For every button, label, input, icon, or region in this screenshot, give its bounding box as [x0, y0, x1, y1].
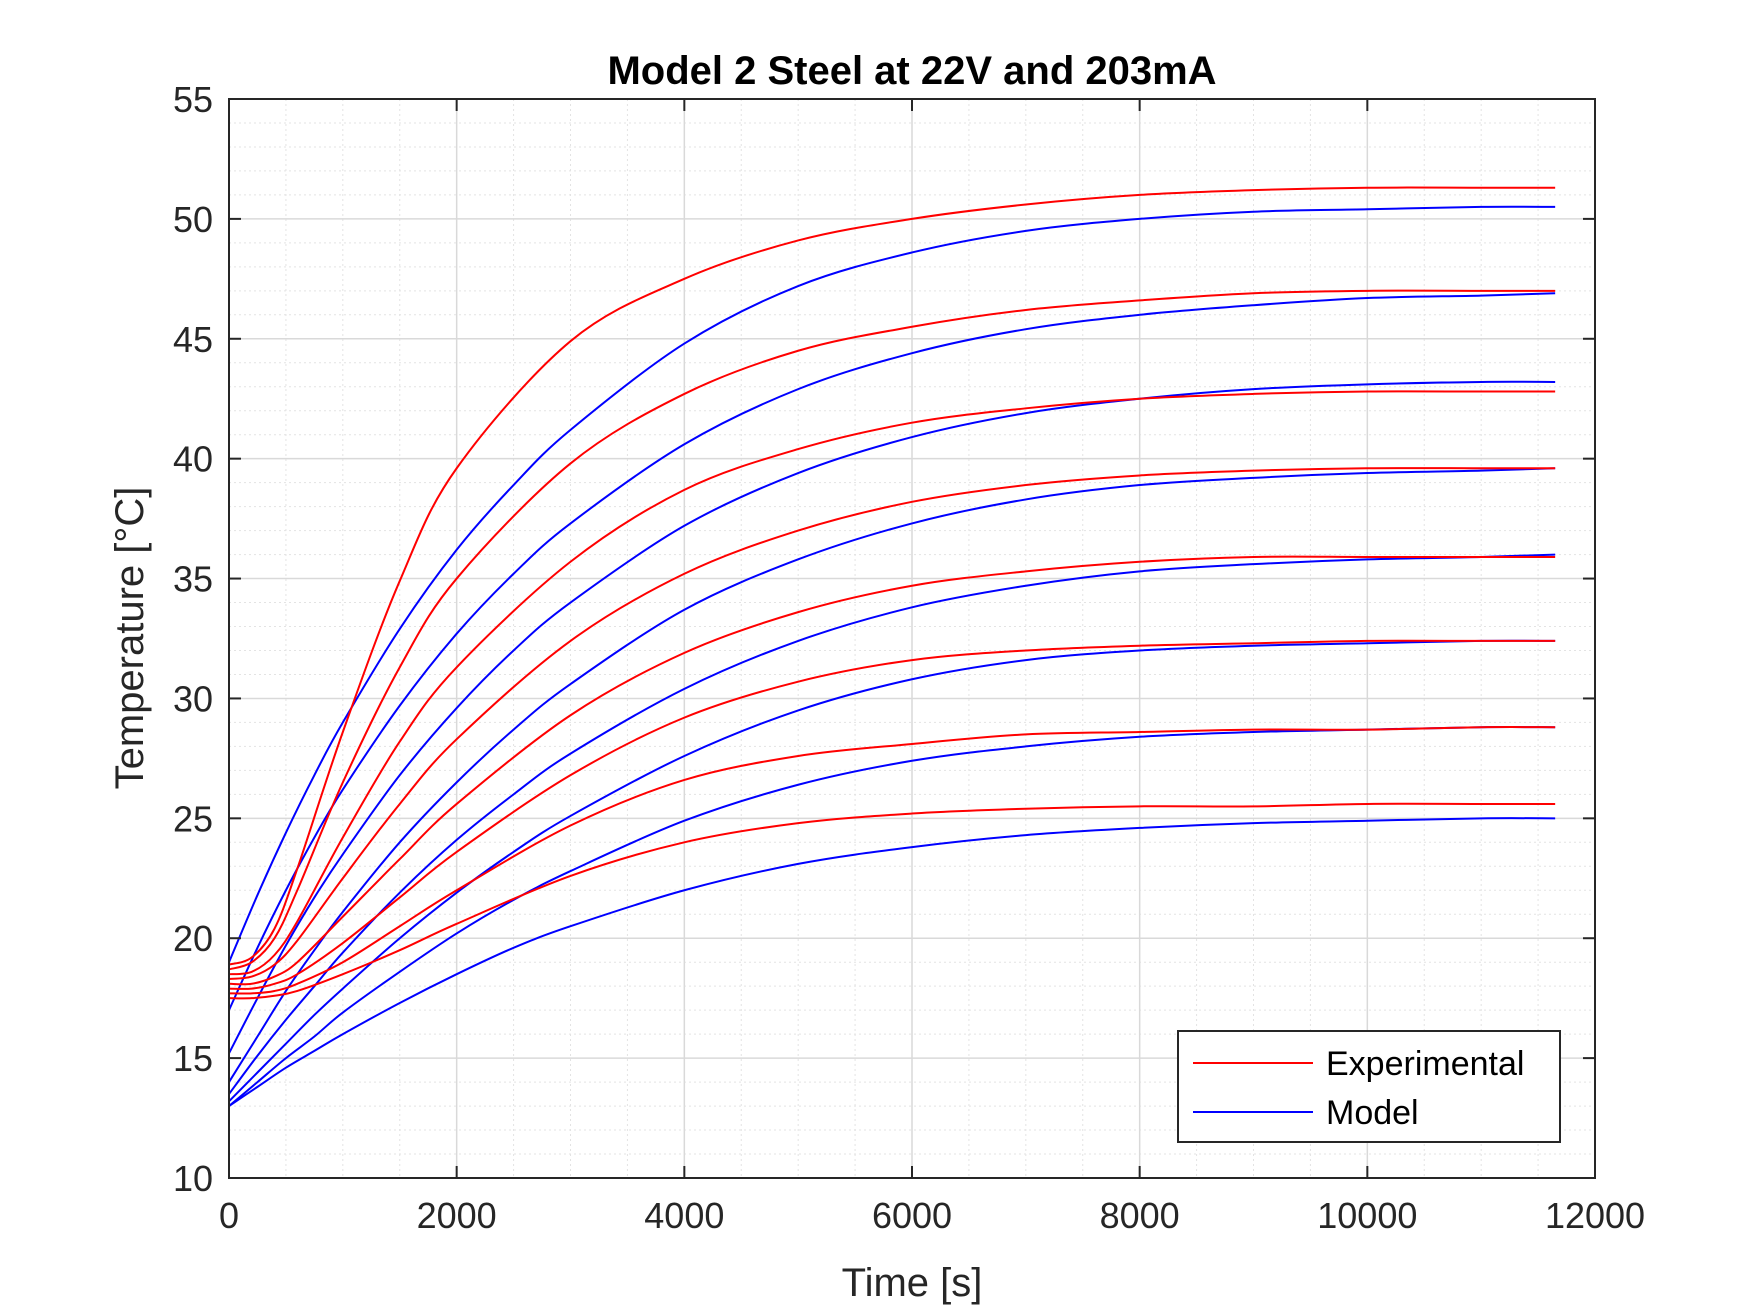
model-series-line	[228, 726, 1556, 1107]
model-series-line	[228, 639, 1556, 1102]
y-tick-label: 50	[173, 199, 213, 240]
x-tick-label: 10000	[1317, 1195, 1417, 1236]
y-tick-label: 30	[173, 678, 213, 719]
legend-box	[1177, 1030, 1561, 1143]
y-tick-label: 20	[173, 918, 213, 959]
experimental-series-line	[228, 555, 1556, 986]
experimental-series-line	[228, 726, 1556, 995]
experimental-series-line	[228, 639, 1556, 990]
legend: Experimental Model	[1177, 1030, 1561, 1143]
model-series-line	[228, 292, 1556, 1011]
y-tick-label: 45	[173, 319, 213, 360]
x-tick-label: 0	[219, 1195, 239, 1236]
x-tick-label: 8000	[1100, 1195, 1180, 1236]
legend-label-model: Model	[1326, 1094, 1419, 1132]
model-series-line	[228, 817, 1556, 1107]
chart-title: Model 2 Steel at 22V and 203mA	[607, 49, 1216, 93]
series-layer	[228, 186, 1556, 1107]
model-series-line	[228, 380, 1556, 1054]
x-tick-label: 6000	[872, 1195, 952, 1236]
y-tick-labels: 10 15 20 25 30 35 40 45 50 55	[173, 79, 213, 1199]
experimental-series-line	[228, 289, 1556, 971]
experimental-series-line	[228, 390, 1556, 976]
experimental-series-line	[228, 467, 1556, 980]
experimental-series-line	[228, 186, 1556, 966]
y-tick-label: 35	[173, 559, 213, 600]
y-tick-label: 55	[173, 79, 213, 120]
y-axis-label: Temperature [°C]	[108, 487, 152, 790]
x-tick-label: 12000	[1545, 1195, 1645, 1236]
legend-label-experimental: Experimental	[1326, 1045, 1524, 1083]
x-tick-label: 2000	[417, 1195, 497, 1236]
model-series-line	[228, 205, 1556, 963]
model-series-line	[228, 553, 1556, 1095]
axis-ticks	[228, 98, 1596, 1179]
y-tick-label: 10	[173, 1158, 213, 1199]
x-axis-label: Time [s]	[842, 1261, 983, 1305]
y-tick-label: 40	[173, 439, 213, 480]
x-tick-labels: 0 2000 4000 6000 8000 10000 12000	[219, 1195, 1645, 1236]
y-tick-label: 25	[173, 798, 213, 839]
y-tick-label: 15	[173, 1038, 213, 1079]
x-tick-label: 4000	[644, 1195, 724, 1236]
experimental-series-line	[228, 802, 1556, 1000]
